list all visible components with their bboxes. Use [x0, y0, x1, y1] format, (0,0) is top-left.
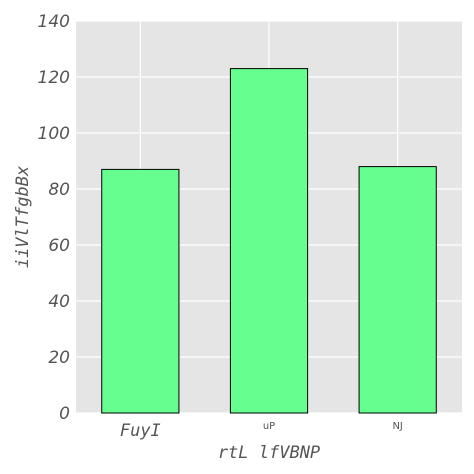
bar-uP	[229, 68, 309, 414]
y-tick-label: 80	[48, 180, 70, 200]
y-tick-label: 20	[48, 348, 70, 368]
bars	[101, 68, 437, 414]
y-tick-label: 60	[48, 236, 70, 256]
y-tick-label: 120	[38, 68, 70, 88]
y-tick-label: 40	[48, 292, 70, 312]
bar-FuyI	[101, 168, 180, 414]
x-tick-label: uP	[263, 421, 275, 432]
y-axis-ticks: 0 20 40 60 80 100 120 140	[38, 12, 70, 424]
x-axis-label: rtL lfVBNP	[218, 443, 320, 463]
bar-NJ	[358, 166, 437, 414]
y-tick-label: 140	[38, 12, 70, 32]
y-tick-label: 100	[38, 124, 70, 144]
x-tick-label: NJ	[392, 421, 402, 432]
x-axis-ticks: FuyI uP NJ	[120, 421, 403, 441]
y-axis-label: iiVlTfgbBx	[13, 165, 33, 268]
y-tick-label: 0	[59, 404, 70, 424]
x-tick-label: FuyI	[120, 421, 161, 441]
